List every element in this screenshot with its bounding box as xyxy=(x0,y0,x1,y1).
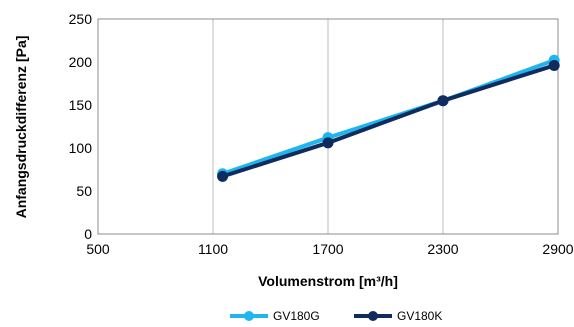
y-tick-label: 150 xyxy=(69,97,93,113)
legend-label: GV180G xyxy=(273,309,320,323)
x-tick-label: 2300 xyxy=(427,241,458,257)
legend-label: GV180K xyxy=(397,309,442,323)
x-axis-label: Volumenstrom [m³/h] xyxy=(258,273,398,289)
y-tick-label: 50 xyxy=(76,183,92,199)
y-tick-label: 100 xyxy=(69,140,93,156)
legend-marker xyxy=(368,311,378,321)
data-point xyxy=(548,59,560,71)
series-group xyxy=(217,54,560,182)
data-point xyxy=(437,95,449,107)
data-point xyxy=(322,137,334,149)
data-point xyxy=(217,170,229,182)
series-line xyxy=(221,58,555,176)
y-tick-label: 250 xyxy=(69,11,93,27)
x-tick-label: 2900 xyxy=(542,241,573,257)
x-tick-labels: 500 1100 1700 2300 2900 xyxy=(86,241,573,257)
y-tick-label: 0 xyxy=(84,226,92,242)
series-line xyxy=(221,63,555,179)
y-tick-labels: 0 50 100 150 200 250 xyxy=(69,11,93,242)
legend-marker xyxy=(244,311,254,321)
x-tick-label: 1100 xyxy=(198,241,228,257)
x-tick-label: 1700 xyxy=(312,241,343,257)
legend: GV180G GV180K xyxy=(230,309,442,323)
y-tick-label: 200 xyxy=(69,54,93,70)
x-tick-label: 500 xyxy=(86,241,110,257)
grid-lines xyxy=(97,19,559,234)
plot-area-frame xyxy=(97,18,559,235)
y-axis-label: Anfangsdruckdifferenz [Pa] xyxy=(13,36,29,219)
